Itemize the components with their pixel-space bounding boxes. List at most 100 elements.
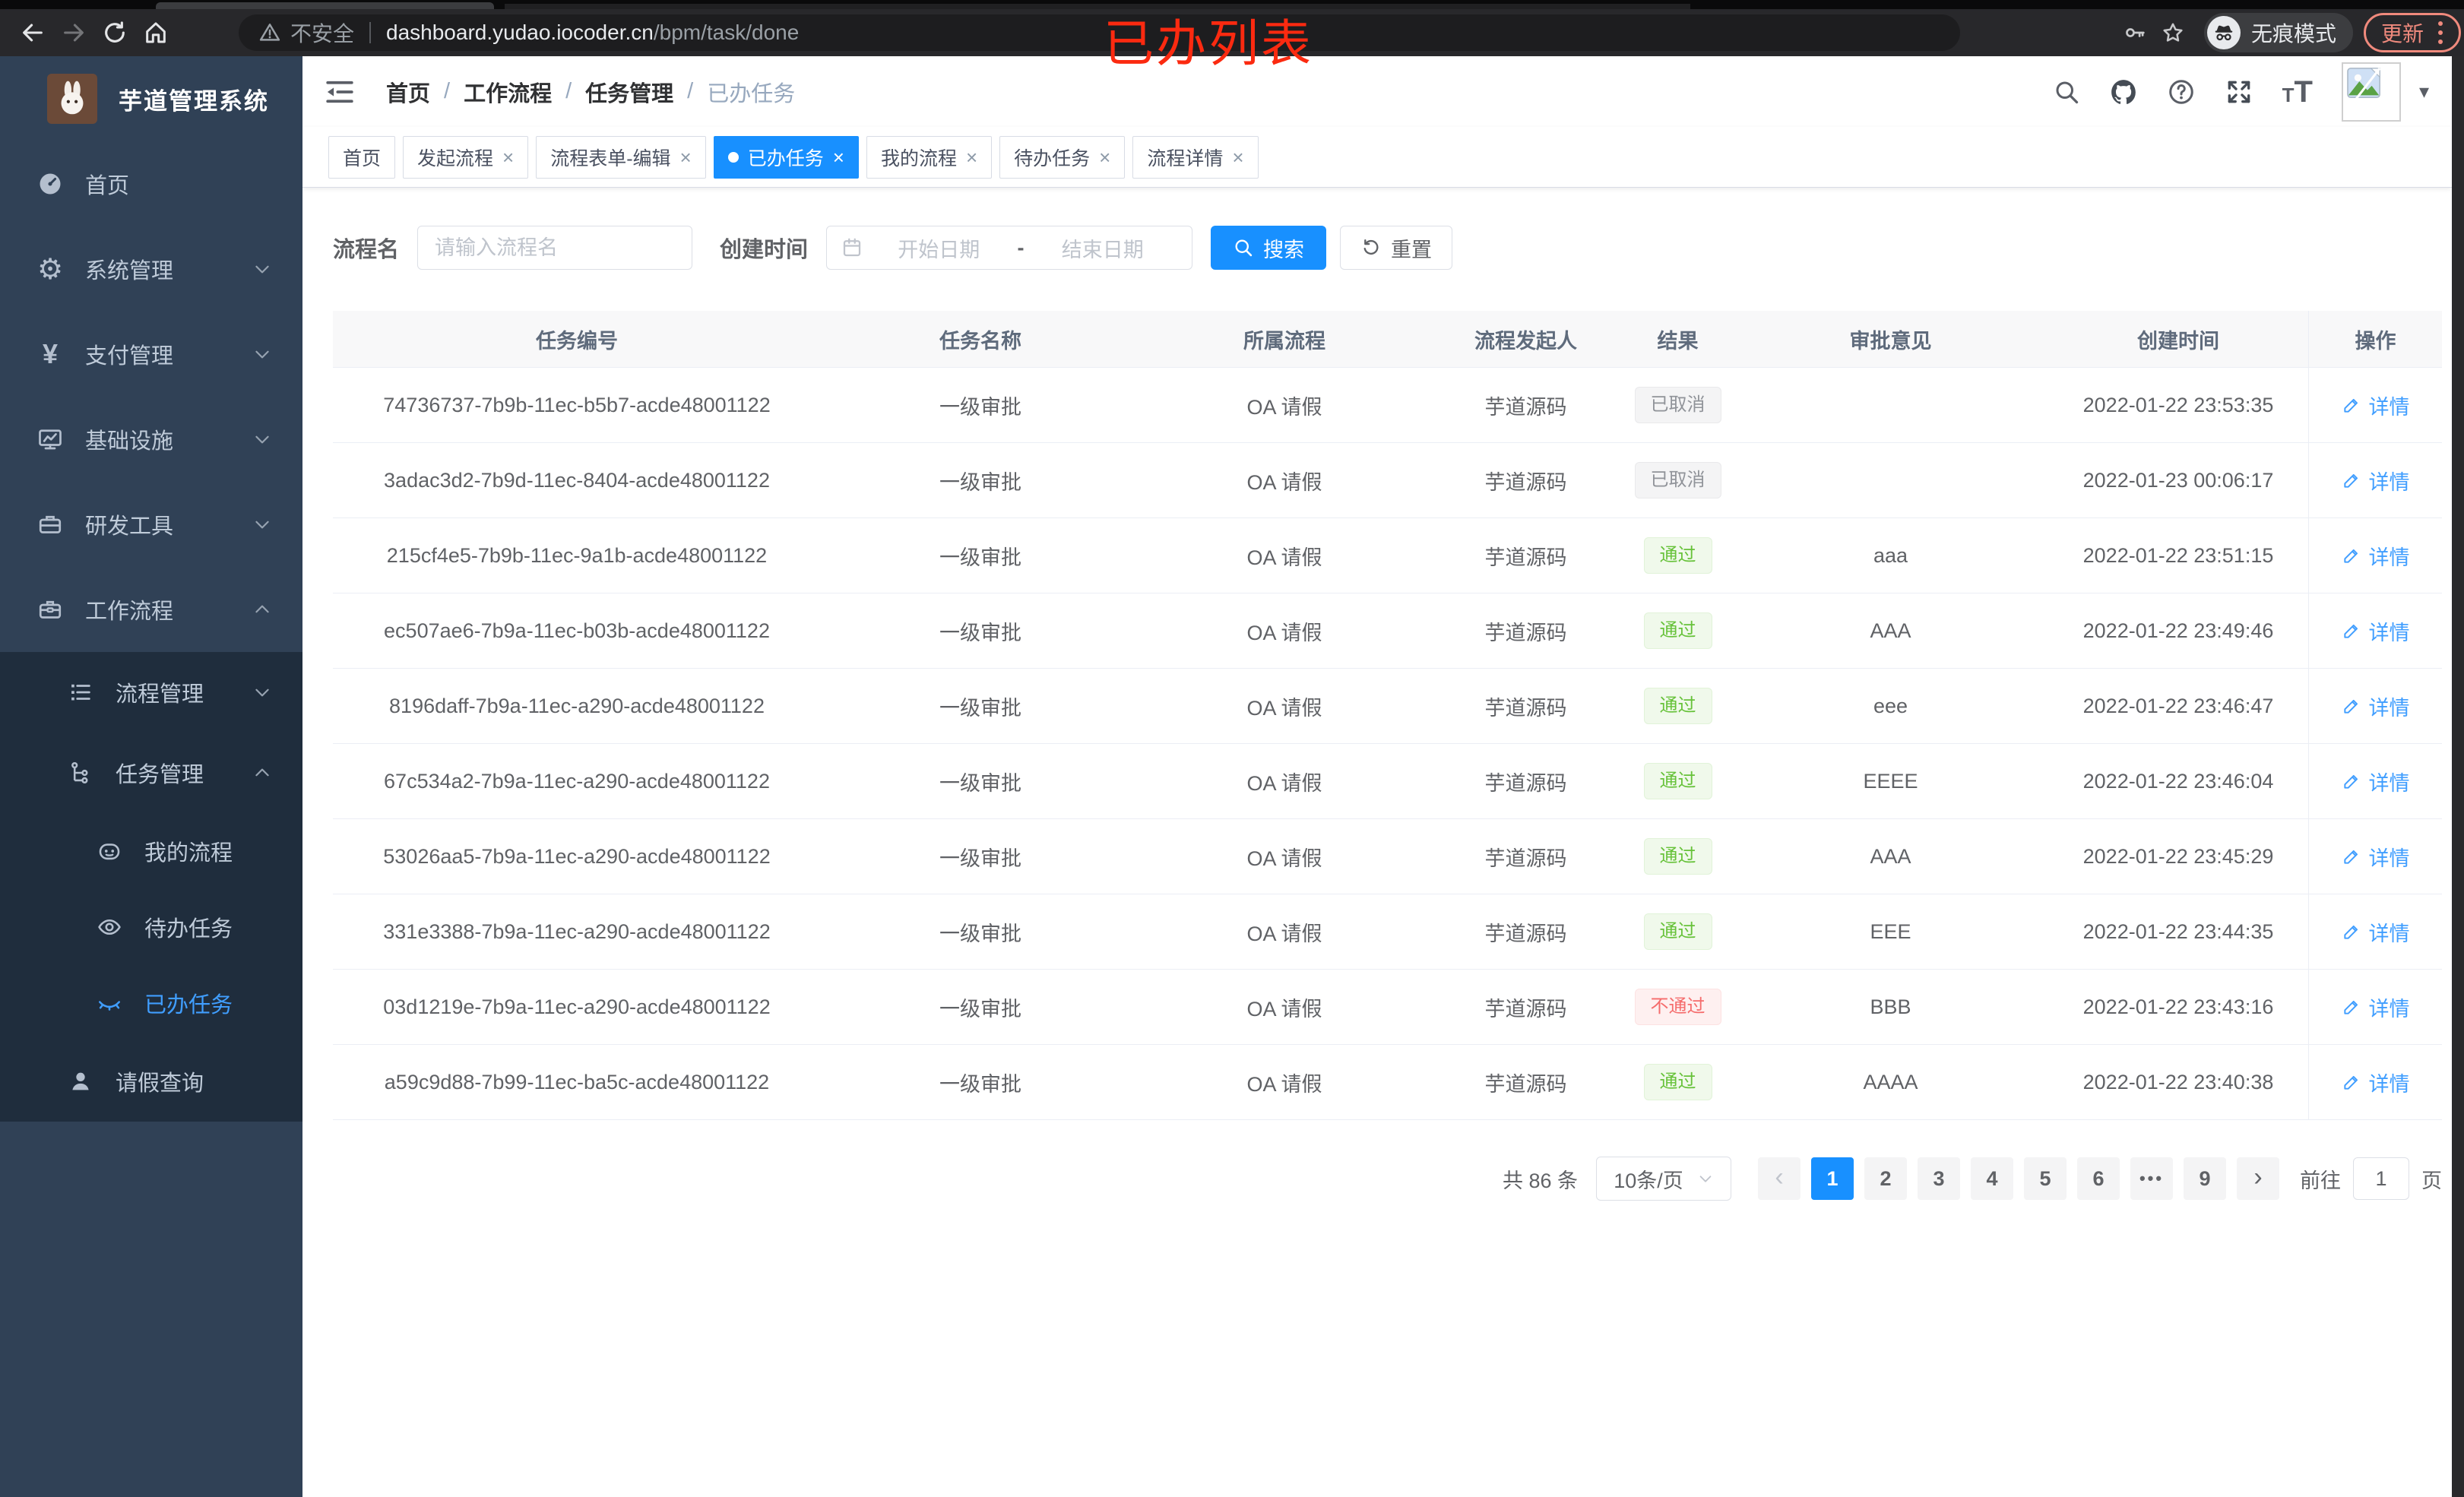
incognito-badge[interactable]: 无痕模式 [2203, 13, 2353, 52]
search-button[interactable]: 搜索 [1211, 226, 1327, 270]
url-bar[interactable]: 不安全 dashboard.yudao.iocoder.cn/bpm/task/… [239, 14, 1960, 51]
app-logo-row[interactable]: 芋道管理系统 [0, 56, 302, 141]
page-button-3[interactable]: 3 [1918, 1157, 1960, 1200]
result-badge: 通过 [1643, 687, 1712, 725]
col-comment: 审批意见 [1849, 329, 1932, 353]
page-button-1[interactable]: 1 [1811, 1157, 1854, 1200]
user-icon [64, 1068, 97, 1094]
breadcrumb-workflow[interactable]: 工作流程 [464, 81, 553, 106]
close-icon[interactable]: × [1099, 145, 1111, 169]
fullscreen-icon[interactable] [2225, 78, 2253, 106]
detail-link[interactable]: 详情 [2342, 992, 2410, 1022]
sidebar-item-workflow[interactable]: 工作流程 [0, 567, 302, 652]
result-badge: 通过 [1643, 837, 1712, 875]
sidebar-item-payment-management[interactable]: ¥ 支付管理 [0, 312, 302, 397]
scrollbar[interactable] [2452, 56, 2464, 1497]
browser-tab[interactable] [156, 2, 494, 9]
tab-process-detail[interactable]: 流程详情 × [1132, 135, 1259, 179]
tab-label: 流程表单-编辑 [550, 147, 671, 169]
page-button-4[interactable]: 4 [1971, 1157, 2013, 1200]
task-process: OA 请假 [1246, 922, 1322, 945]
page-size-value: 10条/页 [1614, 1169, 1683, 1192]
page-content: 流程名 创建时间 开始日期 - 结束日期 搜索 重置 任务编号 任务名称 [302, 188, 2452, 1201]
page-button-6[interactable]: 6 [2077, 1157, 2120, 1200]
sidebar-fold-icon[interactable] [324, 76, 356, 108]
sidebar-item-label: 我的流程 [144, 841, 233, 866]
reload-icon[interactable] [97, 15, 132, 50]
tab-done-tasks[interactable]: 已办任务 × [713, 135, 859, 179]
prev-page-button[interactable]: ‹ [1758, 1157, 1800, 1200]
avatar[interactable] [2341, 62, 2401, 122]
breadcrumb-home[interactable]: 首页 [386, 81, 431, 106]
key-icon[interactable] [2117, 15, 2152, 50]
page-button-2[interactable]: 2 [1864, 1157, 1907, 1200]
date-range-picker[interactable]: 开始日期 - 结束日期 [826, 226, 1193, 270]
sidebar-item-home[interactable]: 首页 [0, 141, 302, 226]
chevron-down-icon [252, 429, 272, 449]
page-button-5[interactable]: 5 [2024, 1157, 2067, 1200]
avatar-caret-icon[interactable]: ▾ [2418, 80, 2429, 103]
detail-link[interactable]: 详情 [2342, 616, 2410, 646]
close-icon[interactable]: × [502, 145, 515, 169]
sidebar-item-infrastructure[interactable]: 基础设施 [0, 397, 302, 482]
help-icon[interactable] [2167, 78, 2196, 106]
close-icon[interactable]: × [679, 145, 692, 169]
sidebar-item-my-process[interactable]: 我的流程 [0, 813, 302, 889]
close-icon[interactable]: × [1232, 145, 1244, 169]
sidebar-item-todo-tasks[interactable]: 待办任务 [0, 889, 302, 965]
search-icon[interactable] [2053, 78, 2080, 106]
bookmark-star-icon[interactable] [2155, 15, 2190, 50]
sidebar-item-task-management[interactable]: 任务管理 [0, 733, 302, 813]
task-starter: 芋道源码 [1484, 922, 1567, 945]
sidebar-item-process-management[interactable]: 流程管理 [0, 652, 302, 733]
detail-link[interactable]: 详情 [2342, 692, 2410, 721]
task-name: 一级审批 [939, 847, 1021, 870]
detail-link[interactable]: 详情 [2342, 767, 2410, 796]
tab-home[interactable]: 首页 [328, 135, 396, 179]
task-starter: 芋道源码 [1484, 621, 1567, 644]
page-size-select[interactable]: 10条/页 [1596, 1157, 1731, 1201]
result-badge: 通过 [1643, 1063, 1712, 1101]
detail-link[interactable]: 详情 [2342, 917, 2410, 947]
task-starter: 芋道源码 [1484, 847, 1567, 870]
detail-link[interactable]: 详情 [2342, 1068, 2410, 1097]
sidebar-item-label: 工作流程 [85, 600, 174, 624]
task-created: 2022-01-22 23:43:16 [2082, 995, 2274, 1018]
home-icon[interactable] [138, 15, 173, 50]
col-actions: 操作 [2308, 311, 2442, 367]
forward-icon[interactable] [56, 15, 91, 50]
detail-link[interactable]: 详情 [2342, 466, 2410, 495]
page-button-9[interactable]: 9 [2184, 1157, 2226, 1200]
task-name: 一级审批 [939, 395, 1021, 419]
reset-button[interactable]: 重置 [1340, 226, 1453, 270]
sidebar-item-system-management[interactable]: ⚙ 系统管理 [0, 226, 302, 312]
next-page-button[interactable]: › [2237, 1157, 2279, 1200]
font-size-icon[interactable]: TT [2282, 74, 2313, 109]
task-comment: AAAA [1863, 1070, 1918, 1093]
tab-label: 流程详情 [1147, 147, 1224, 169]
url-path: /bpm/task/done [653, 21, 800, 44]
sidebar-item-leave-query[interactable]: 请假查询 [0, 1041, 302, 1122]
tab-process-form-edit[interactable]: 流程表单-编辑 × [536, 135, 706, 179]
process-name-input[interactable] [417, 226, 693, 270]
detail-link[interactable]: 详情 [2342, 391, 2410, 420]
back-icon[interactable] [15, 15, 50, 50]
tab-my-process[interactable]: 我的流程 × [866, 135, 993, 179]
detail-link[interactable]: 详情 [2342, 541, 2410, 571]
breadcrumb-task-management[interactable]: 任务管理 [585, 81, 674, 106]
close-icon[interactable]: × [832, 145, 844, 169]
close-icon[interactable]: × [965, 145, 978, 169]
tab-todo-tasks[interactable]: 待办任务 × [999, 135, 1126, 179]
task-process: OA 请假 [1246, 395, 1322, 419]
update-button[interactable]: 更新 [2363, 13, 2461, 52]
app-title: 芋道管理系统 [119, 87, 269, 115]
browser-menu-icon[interactable] [2437, 20, 2443, 46]
detail-link[interactable]: 详情 [2342, 842, 2410, 872]
sidebar-item-done-tasks[interactable]: 已办任务 [0, 965, 302, 1041]
goto-page-input[interactable] [2353, 1157, 2409, 1200]
github-icon[interactable] [2109, 78, 2138, 106]
col-starter: 流程发起人 [1474, 329, 1577, 353]
tab-start-process[interactable]: 发起流程 × [403, 135, 529, 179]
sidebar-item-dev-tools[interactable]: 研发工具 [0, 482, 302, 567]
more-pages-icon[interactable]: ••• [2130, 1157, 2173, 1200]
